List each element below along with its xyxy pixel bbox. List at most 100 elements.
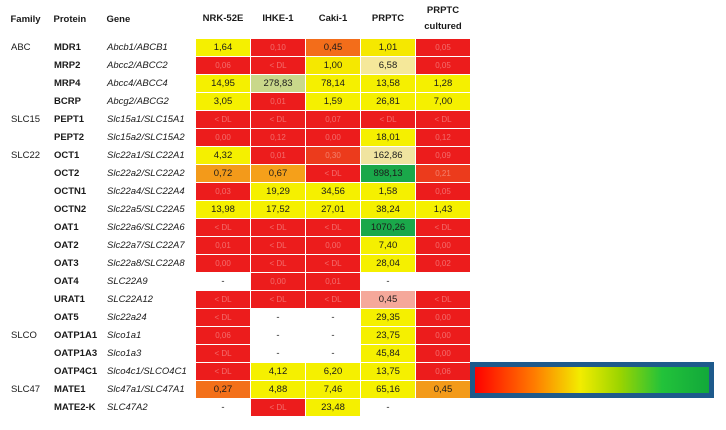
header-family: Family: [10, 13, 41, 25]
header-row: Family Protein Gene NRK-52E IHKE-1 Caki-…: [1, 0, 471, 39]
protein-cell: OATP1A1: [54, 330, 98, 341]
value-cell: 0,12: [250, 128, 306, 147]
table-row: OAT1 Slc22a6/SLC22A6 < DL < DL < DL 1070,26 < …: [1, 218, 471, 237]
value-cell: -: [305, 344, 361, 363]
value-cell: 27,01: [305, 200, 361, 219]
value-cell: 0,27: [195, 380, 251, 399]
value-cell: [415, 272, 471, 291]
value-cell: 45,84: [360, 344, 416, 363]
value-cell: < DL: [305, 290, 361, 309]
table-row: SLC22 OCT1 Slc22a1/SLC22A1 4,32 0,01 0,30 162,…: [1, 146, 471, 165]
value-cell: 0,00: [305, 128, 361, 147]
protein-cell: OATP1A3: [54, 348, 98, 359]
gene-cell: Abcg2/ABCG2: [107, 96, 169, 107]
value-cell: 0,00: [415, 308, 471, 327]
gene-cell: Slc15a2/SLC15A2: [107, 132, 185, 143]
value-cell: 0,05: [415, 56, 471, 75]
table-row: SLC15 PEPT1 Slc15a1/SLC15A1 < DL < DL 0,07 < D…: [1, 110, 471, 129]
protein-cell: OAT2: [54, 240, 79, 251]
header-caki-1: Caki-1: [318, 13, 348, 24]
table-row: OCT2 Slc22a2/SLC22A2 0,72 0,67 < DL 898,13 0,2…: [1, 164, 471, 183]
value-cell: < DL: [195, 110, 251, 129]
gene-cell: Slco4c1/SLCO4C1: [107, 366, 187, 377]
family-cell: [1, 399, 52, 417]
protein-cell: OAT4: [54, 276, 79, 287]
family-cell: SLC22: [11, 150, 41, 161]
family-cell: [1, 291, 52, 309]
value-cell: -: [250, 308, 306, 327]
value-cell: 1,58: [360, 182, 416, 201]
value-cell: 7,00: [415, 92, 471, 111]
gene-cell: SLC22A9: [107, 276, 148, 287]
value-cell: < DL: [305, 218, 361, 237]
header-protein: Protein: [53, 13, 87, 25]
value-cell: 4,88: [250, 380, 306, 399]
value-cell: 1070,26: [360, 218, 416, 237]
value-cell: 0,00: [415, 344, 471, 363]
value-cell: 7,40: [360, 236, 416, 255]
protein-cell: OAT5: [54, 312, 79, 323]
family-cell: [1, 165, 52, 183]
value-cell: 34,56: [305, 182, 361, 201]
value-cell: 0,30: [305, 146, 361, 165]
gene-cell: Slc22a4/SLC22A4: [107, 186, 185, 197]
gene-cell: Slc22a2/SLC22A2: [107, 168, 185, 179]
table-row: MATE2-K SLC47A2- < DL 23,48-: [1, 398, 471, 417]
protein-cell: OCTN2: [54, 204, 87, 215]
value-cell: 19,29: [250, 182, 306, 201]
value-cell: 0,01: [250, 146, 306, 165]
protein-cell: PEPT2: [54, 132, 85, 143]
protein-cell: OCT2: [54, 168, 80, 179]
gene-cell: SLC47A2: [107, 402, 148, 413]
protein-cell: MRP2: [54, 60, 81, 71]
family-cell: [1, 75, 52, 93]
value-cell: 162,86: [360, 146, 416, 165]
value-cell: 0,05: [415, 182, 471, 201]
value-cell: 1,43: [415, 200, 471, 219]
value-cell: 38,24: [360, 200, 416, 219]
value-cell: -: [360, 398, 416, 417]
protein-cell: MRP4: [54, 78, 81, 89]
family-cell: [1, 309, 52, 327]
value-cell: 6,58: [360, 56, 416, 75]
value-cell: 0,45: [305, 38, 361, 57]
value-cell: 0,06: [195, 56, 251, 75]
value-cell: -: [305, 326, 361, 345]
value-cell: < DL: [195, 344, 251, 363]
table-row: OCTN2 Slc22a5/SLC22A5 13,98 17,52 27,01 38,24…: [1, 200, 471, 219]
value-cell: < DL: [195, 218, 251, 237]
value-cell: 0,45: [415, 380, 471, 399]
protein-cell: MDR1: [54, 42, 81, 53]
value-cell: 0,07: [305, 110, 361, 129]
value-cell: 0,03: [195, 182, 251, 201]
value-cell: 0,67: [250, 164, 306, 183]
value-cell: 4,32: [195, 146, 251, 165]
value-cell: 14,95: [195, 74, 251, 93]
value-cell: 3,05: [195, 92, 251, 111]
table-row: SLC47 MATE1 Slc47a1/SLC47A1 0,27 4,88 7,46 65,…: [1, 380, 471, 399]
family-cell: [1, 183, 52, 201]
value-cell: 0,01: [250, 92, 306, 111]
protein-cell: OCTN1: [54, 186, 87, 197]
value-cell: < DL: [250, 398, 306, 417]
value-cell: -: [195, 398, 251, 417]
gene-cell: Slco1a3: [107, 348, 142, 359]
header-gene: Gene: [106, 13, 131, 25]
family-cell: [1, 363, 52, 381]
protein-cell: OAT1: [54, 222, 79, 233]
value-cell: 0,00: [250, 272, 306, 291]
value-cell: 0,06: [415, 362, 471, 381]
value-cell: 1,28: [415, 74, 471, 93]
value-cell: 0,21: [415, 164, 471, 183]
family-cell: ABC: [11, 42, 31, 53]
value-cell: 23,75: [360, 326, 416, 345]
value-cell: 0,05: [415, 38, 471, 57]
value-cell: < DL: [250, 56, 306, 75]
header-prptc-cultured: PRPTC cultured: [424, 5, 462, 32]
value-cell: 0,72: [195, 164, 251, 183]
value-cell: 0,06: [195, 326, 251, 345]
family-cell: [1, 219, 52, 237]
gene-cell: Slc22a1/SLC22A1: [107, 150, 185, 161]
gene-cell: Slc22a6/SLC22A6: [107, 222, 185, 233]
header-ihke-1: IHKE-1: [262, 13, 294, 24]
